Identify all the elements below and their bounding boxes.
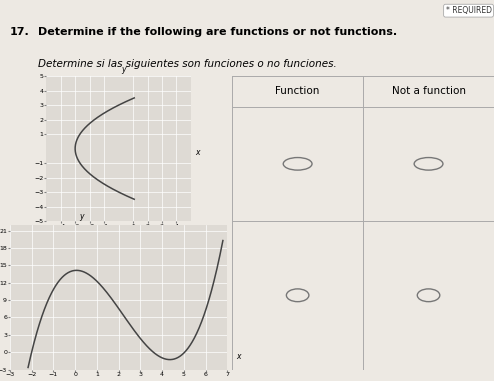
Text: 17.: 17. [10,27,30,37]
Text: y: y [121,65,125,74]
Text: Not a function: Not a function [392,86,465,96]
Text: x: x [195,149,200,157]
Text: Function: Function [276,86,320,96]
Text: * REQUIRED: * REQUIRED [446,6,492,15]
Text: y: y [80,212,84,221]
Text: Determine si las siguientes son funciones o no funciones.: Determine si las siguientes son funcione… [39,59,337,69]
Text: x: x [236,352,241,361]
Text: Determine if the following are functions or not functions.: Determine if the following are functions… [39,27,398,37]
